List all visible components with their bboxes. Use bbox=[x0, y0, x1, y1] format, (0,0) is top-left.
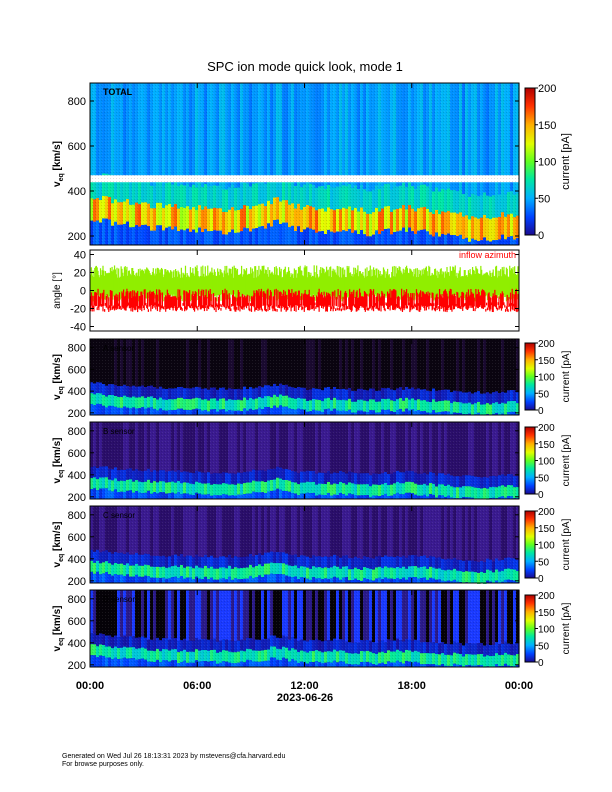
y-tick-label: 800 bbox=[68, 510, 86, 522]
colorbar-tick-label: 100 bbox=[538, 157, 556, 169]
colorbar-tick-label: 100 bbox=[538, 457, 555, 468]
y-tick-label: 200 bbox=[68, 576, 86, 588]
x-tick-label: 06:00 bbox=[183, 680, 211, 692]
colorbar bbox=[524, 510, 536, 579]
colorbar-tick-label: 50 bbox=[538, 389, 550, 400]
y-tick-label: 0 bbox=[80, 286, 86, 298]
colorbar-tick-label: 200 bbox=[538, 591, 555, 602]
y-tick-label: 400 bbox=[68, 554, 86, 566]
x-tick-label: 12:00 bbox=[290, 680, 318, 692]
colorbar-tick-label: 50 bbox=[538, 641, 550, 652]
colorbar-tick-label: 50 bbox=[538, 557, 550, 568]
colorbar-tick-label: 100 bbox=[538, 373, 555, 384]
y-tick-label: 800 bbox=[68, 426, 86, 438]
y-axis-label: veq [km/s] bbox=[52, 606, 65, 652]
colorbar-tick-label: 100 bbox=[538, 541, 555, 552]
y-tick-label: 600 bbox=[68, 364, 86, 376]
colorbar-label: current [pA] bbox=[560, 133, 572, 190]
time-axis: 00:00 06:00 12:00 18:00 00:00 bbox=[76, 680, 533, 692]
colorbar-tick-label: 200 bbox=[538, 507, 555, 518]
colorbar-tick-label: 100 bbox=[538, 625, 555, 636]
y-axis-label: veq [km/s] bbox=[52, 522, 65, 568]
y-axis-label: veq [km/s] bbox=[52, 438, 65, 484]
colorbar-label: current [pA] bbox=[561, 434, 572, 486]
y-tick-label: 600 bbox=[68, 616, 86, 628]
colorbar-tick-label: 150 bbox=[538, 524, 555, 535]
y-axis-label: angle [°] bbox=[52, 272, 63, 309]
y-tick-label: 200 bbox=[68, 408, 86, 420]
panel-label: A sensor bbox=[103, 344, 134, 353]
colorbar-tick-label: 150 bbox=[538, 440, 555, 451]
y-tick-label: 200 bbox=[68, 492, 86, 504]
colorbar-tick-label: 150 bbox=[538, 608, 555, 619]
panel-total: TOTAL 200 400 600 800 veq [km/s] 0 50 100 150 200 c… bbox=[52, 82, 572, 246]
footer-generated: Generated on Wed Jul 26 18:13:31 2023 by… bbox=[62, 753, 286, 760]
y-tick-label: 400 bbox=[68, 638, 86, 650]
colorbar-tick-label: 0 bbox=[538, 658, 544, 669]
y-tick-label: 200 bbox=[68, 660, 86, 672]
date-label: 2023-06-26 bbox=[277, 692, 333, 704]
y-tick-label: 800 bbox=[68, 343, 86, 355]
inflow-azimuth-annotation: inflow azimuth bbox=[459, 250, 516, 260]
x-tick-label: 00:00 bbox=[76, 680, 104, 692]
y-tick-label: 800 bbox=[68, 594, 86, 606]
y-axis-label: veq [km/s] bbox=[52, 141, 65, 187]
series-azimuth-red bbox=[90, 288, 520, 313]
colorbar-tick-label: 200 bbox=[538, 339, 555, 350]
footer-browse: For browse purposes only. bbox=[62, 761, 144, 768]
colorbar bbox=[524, 87, 536, 236]
panel-label: C sensor bbox=[103, 511, 135, 520]
y-tick-label: 400 bbox=[68, 470, 86, 482]
colorbar-tick-label: 150 bbox=[538, 356, 555, 367]
colorbar-tick-label: 0 bbox=[538, 490, 544, 501]
y-tick-label: -20 bbox=[70, 304, 86, 316]
panel-label: D sensor bbox=[103, 595, 135, 604]
panel-label: B sensor bbox=[103, 427, 135, 436]
y-tick-label: 800 bbox=[68, 96, 86, 108]
y-tick-label: 400 bbox=[68, 386, 86, 398]
colorbar bbox=[524, 342, 536, 411]
series-azimuth-green bbox=[90, 265, 520, 302]
colorbar-label: current [pA] bbox=[561, 602, 572, 654]
colorbar-tick-label: 150 bbox=[538, 120, 556, 132]
colorbar bbox=[524, 594, 536, 663]
panel-angle: 40 20 0 -20 -40 angle [°] inflow azimuth bbox=[52, 249, 520, 334]
y-tick-label: 600 bbox=[68, 532, 86, 544]
y-tick-label: -40 bbox=[70, 322, 86, 334]
panel-label: TOTAL bbox=[103, 87, 133, 97]
colorbar-tick-label: 0 bbox=[538, 406, 544, 417]
colorbar-tick-label: 0 bbox=[538, 230, 544, 242]
y-tick-label: 400 bbox=[68, 186, 86, 198]
colorbar bbox=[524, 426, 536, 495]
y-tick-label: 600 bbox=[68, 448, 86, 460]
x-tick-label: 00:00 bbox=[505, 680, 533, 692]
colorbar-tick-label: 200 bbox=[538, 83, 556, 95]
y-tick-label: 20 bbox=[74, 268, 86, 280]
colorbar-tick-label: 50 bbox=[538, 473, 550, 484]
colorbar-tick-label: 200 bbox=[538, 423, 555, 434]
colorbar-label: current [pA] bbox=[561, 350, 572, 402]
colorbar-label: current [pA] bbox=[561, 518, 572, 570]
y-tick-label: 600 bbox=[68, 141, 86, 153]
figure-title: SPC ion mode quick look, mode 1 bbox=[207, 59, 403, 74]
y-tick-label: 200 bbox=[68, 231, 86, 243]
colorbar-tick-label: 50 bbox=[538, 193, 550, 205]
colorbar-tick-label: 0 bbox=[538, 574, 544, 585]
x-tick-label: 18:00 bbox=[398, 680, 426, 692]
y-axis-label: veq [km/s] bbox=[52, 354, 65, 400]
y-tick-label: 40 bbox=[74, 250, 86, 262]
